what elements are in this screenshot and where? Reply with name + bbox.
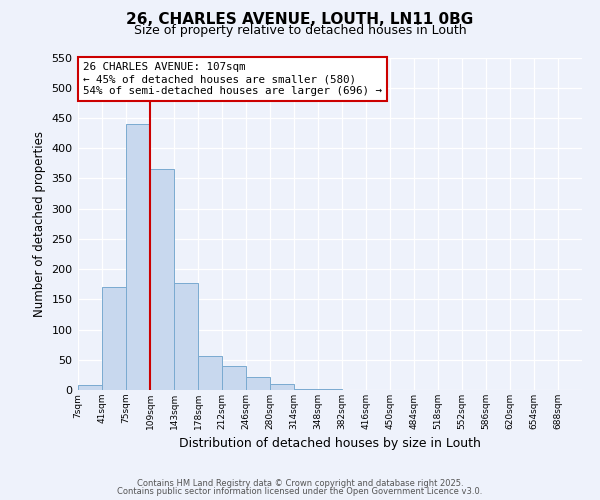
Bar — [294, 389, 318, 390]
Bar — [78, 385, 102, 390]
Bar — [150, 170, 174, 390]
Bar — [270, 384, 294, 390]
Bar — [246, 376, 270, 390]
Bar — [126, 124, 150, 390]
Bar — [102, 287, 126, 390]
Text: Size of property relative to detached houses in Louth: Size of property relative to detached ho… — [134, 24, 466, 37]
Text: Contains HM Land Registry data © Crown copyright and database right 2025.: Contains HM Land Registry data © Crown c… — [137, 478, 463, 488]
Bar — [198, 356, 222, 390]
Bar — [174, 283, 198, 390]
Text: 26, CHARLES AVENUE, LOUTH, LN11 0BG: 26, CHARLES AVENUE, LOUTH, LN11 0BG — [127, 12, 473, 28]
Text: Contains public sector information licensed under the Open Government Licence v3: Contains public sector information licen… — [118, 488, 482, 496]
Y-axis label: Number of detached properties: Number of detached properties — [33, 130, 46, 317]
X-axis label: Distribution of detached houses by size in Louth: Distribution of detached houses by size … — [179, 438, 481, 450]
Text: 26 CHARLES AVENUE: 107sqm
← 45% of detached houses are smaller (580)
54% of semi: 26 CHARLES AVENUE: 107sqm ← 45% of detac… — [83, 62, 382, 96]
Bar — [222, 366, 246, 390]
